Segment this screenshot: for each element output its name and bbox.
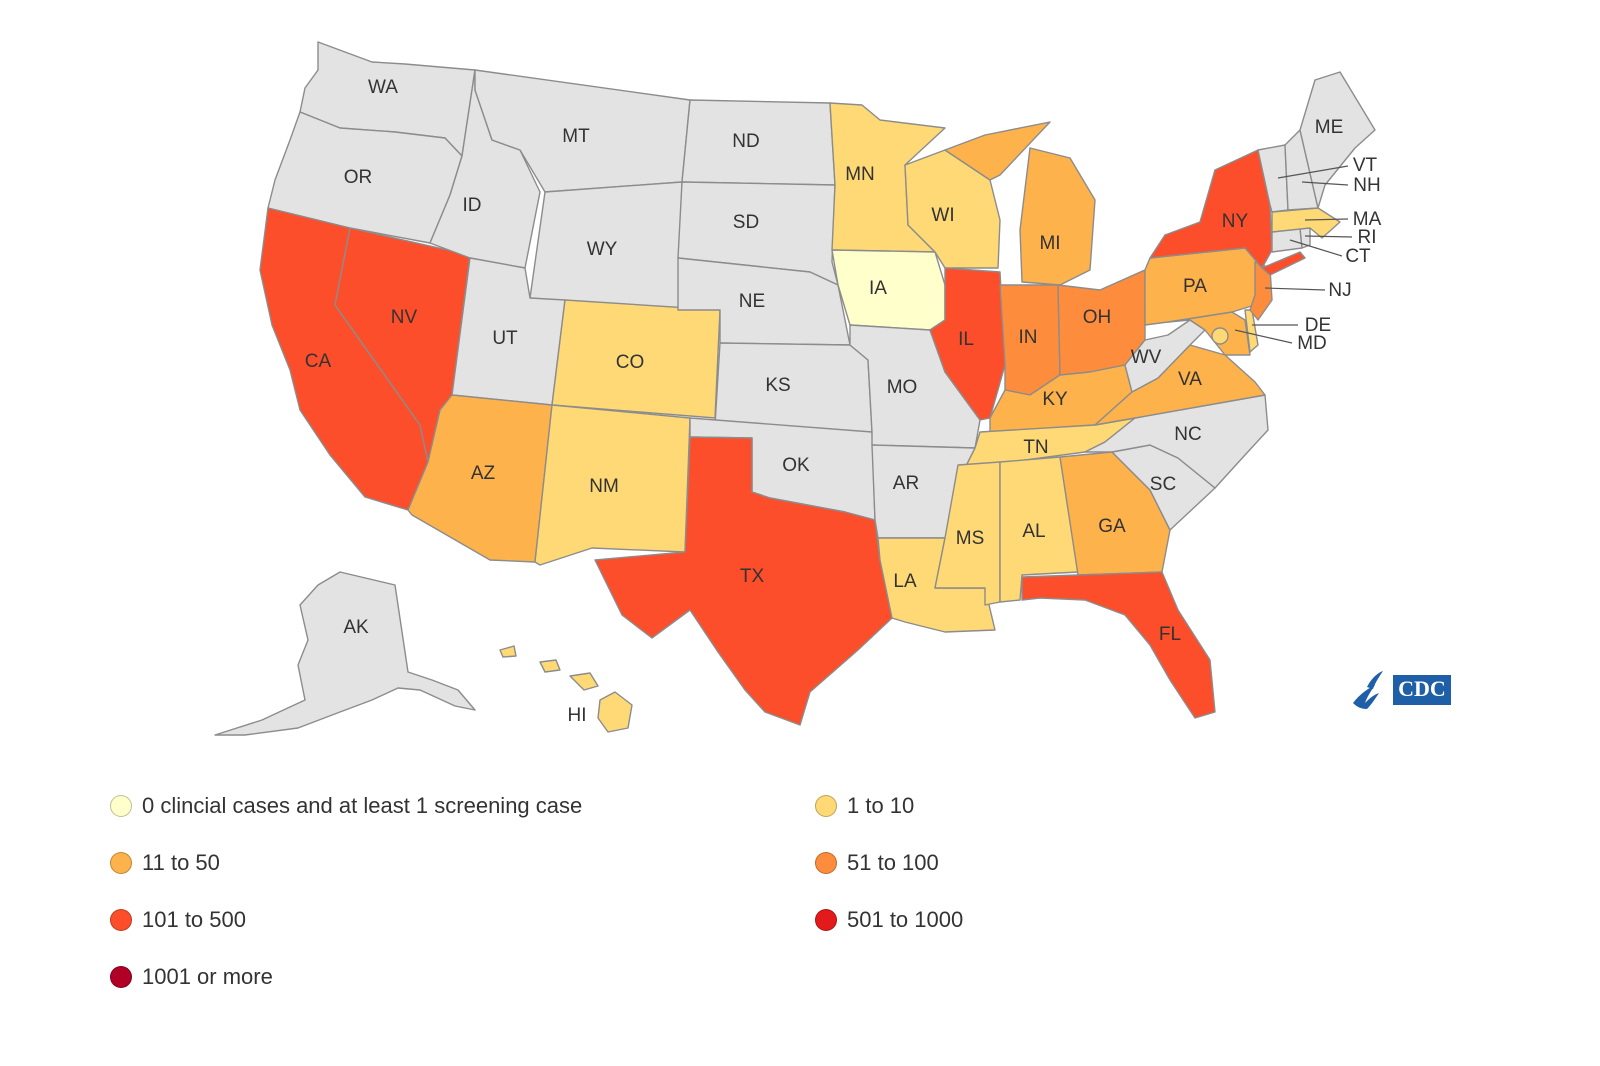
legend-swatch: [110, 966, 132, 988]
cdc-logo-box: [1393, 675, 1451, 705]
label-ri: RI: [1358, 227, 1377, 248]
legend: 0 clincial cases and at least 1 screenin…: [110, 785, 1410, 1045]
label-ct: CT: [1345, 246, 1371, 267]
state-dc[interactable]: [1211, 327, 1229, 345]
state-me[interactable]: [1299, 71, 1376, 209]
legend-item-screening-only[interactable]: 0 clincial cases and at least 1 screenin…: [110, 793, 582, 819]
state-mi[interactable]: [1019, 147, 1096, 286]
state-tx[interactable]: [594, 436, 893, 726]
state-hi-group[interactable]: [499, 645, 633, 733]
leader-vt: [1277, 165, 1349, 179]
leader-nj: [1264, 287, 1326, 291]
label-vt: VT: [1353, 155, 1378, 176]
legend-swatch: [110, 909, 132, 931]
state-hi-main[interactable]: [597, 691, 633, 733]
state-fl[interactable]: [1021, 571, 1216, 719]
legend-item-1-to-10[interactable]: 1 to 10: [815, 793, 914, 819]
state-ks[interactable]: [714, 342, 873, 433]
legend-item-11-to-50[interactable]: 11 to 50: [110, 850, 220, 876]
leader-nh: [1301, 181, 1349, 186]
state-nd[interactable]: [681, 99, 836, 186]
state-vt[interactable]: [1257, 144, 1289, 213]
leader-md: [1234, 329, 1293, 344]
state-ny-long-island[interactable]: [1261, 251, 1306, 276]
label-nh: NH: [1353, 175, 1380, 196]
label-nj: NJ: [1328, 280, 1351, 301]
us-choropleth-map: WA OR CA NV ID MT WY UT AZ CO NM ND SD N…: [214, 41, 1455, 736]
legend-item-101-to-500[interactable]: 101 to 500: [110, 907, 246, 933]
legend-label: 11 to 50: [142, 850, 220, 875]
legend-label: 51 to 100: [847, 850, 939, 875]
state-hi-maui[interactable]: [569, 672, 599, 691]
legend-label: 101 to 500: [142, 907, 246, 932]
state-ny[interactable]: [1149, 149, 1273, 269]
legend-label: 1 to 10: [847, 793, 915, 818]
legend-item-1001-or-more[interactable]: 1001 or more: [110, 964, 273, 990]
legend-swatch: [815, 909, 837, 931]
leader-ma: [1304, 218, 1349, 221]
state-ak[interactable]: [214, 571, 476, 736]
state-in[interactable]: [999, 284, 1061, 396]
legend-label: 501 to 1000: [847, 907, 964, 932]
legend-label: 0 clincial cases and at least 1 screenin…: [142, 793, 583, 818]
label-hi: HI: [568, 705, 587, 726]
hhs-eagle-icon: CDC: [1353, 671, 1451, 709]
state-pa[interactable]: [1144, 247, 1259, 326]
state-hi-oahu[interactable]: [539, 659, 561, 673]
label-ma: MA: [1353, 209, 1382, 230]
state-md[interactable]: [1167, 311, 1251, 356]
legend-label: 1001 or more: [142, 964, 273, 989]
state-ia[interactable]: [831, 249, 946, 331]
state-nc[interactable]: [1084, 394, 1269, 489]
cdc-logo-text: CDC: [1398, 676, 1446, 701]
legend-item-51-to-100[interactable]: 51 to 100: [815, 850, 939, 876]
legend-item-501-to-1000[interactable]: 501 to 1000: [815, 907, 963, 933]
map-canvas: WA OR CA NV ID MT WY UT AZ CO NM ND SD N…: [214, 41, 1382, 736]
legend-swatch: [110, 852, 132, 874]
legend-swatch: [815, 795, 837, 817]
label-md: MD: [1297, 333, 1327, 354]
leader-lines: [1234, 165, 1353, 344]
state-mi-upper[interactable]: [944, 121, 1051, 181]
label-de: DE: [1305, 315, 1331, 336]
leader-ct: [1289, 239, 1343, 257]
legend-swatch: [815, 852, 837, 874]
state-nm[interactable]: [534, 404, 691, 566]
legend-swatch: [110, 795, 132, 817]
leader-ri: [1304, 235, 1353, 238]
cdc-logo: CDC: [1345, 665, 1455, 715]
state-co[interactable]: [551, 299, 721, 419]
state-wy[interactable]: [529, 181, 683, 311]
state-hi-kauai[interactable]: [499, 645, 517, 658]
